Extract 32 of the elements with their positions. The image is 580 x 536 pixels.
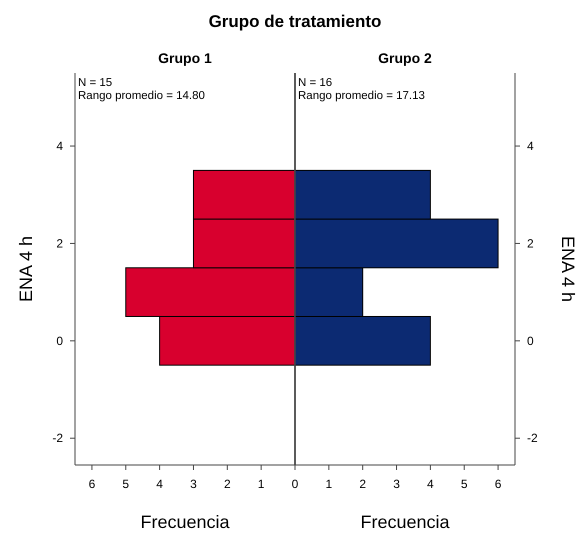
text: Grupo de tratamiento — [208, 12, 382, 31]
x-tick-label: 4 — [427, 477, 434, 491]
x-tick-label: 3 — [190, 477, 198, 491]
y-tick-label: -2 — [527, 431, 538, 446]
y-axis-title: ENA 4 h — [16, 236, 36, 302]
chart-title: Grupo 2 — [378, 50, 432, 66]
annotation: N = 16 — [298, 77, 332, 89]
x-axis-title: Frecuencia — [140, 512, 231, 532]
x-tick-label: 3 — [393, 477, 400, 491]
chart-title: Grupo 1 — [158, 50, 212, 66]
x-tick-label: 5 — [122, 477, 130, 491]
annotation: N = 15 — [78, 77, 112, 89]
y-tick-label: 2 — [56, 236, 64, 250]
x-tick-label: 4 — [156, 477, 164, 491]
x-tick-label: 6 — [88, 477, 96, 491]
y-tick-label: 0 — [56, 334, 64, 348]
x-axis-title: Frecuencia — [360, 512, 451, 532]
x-tick-label: 1 — [258, 477, 265, 491]
x-tick-label: 1 — [326, 477, 332, 491]
y-axis-title: ENA 4 h — [558, 236, 578, 302]
x-tick-label: 2 — [359, 477, 366, 491]
x-tick-label: 0 — [292, 477, 299, 491]
y-tick-label: 4 — [527, 139, 534, 154]
y-tick-label: -2 — [52, 431, 64, 446]
y-tick-label: 0 — [527, 334, 534, 348]
y-tick-label: 2 — [527, 236, 534, 250]
annotation: Rango promedio = 17.13 — [298, 90, 425, 102]
x-tick-label: 2 — [224, 477, 231, 491]
x-tick-label: 5 — [460, 477, 468, 491]
x-tick-label: 6 — [494, 477, 502, 491]
y-tick-label: 4 — [56, 139, 64, 154]
annotation: Rango promedio = 14.80 — [78, 90, 205, 102]
